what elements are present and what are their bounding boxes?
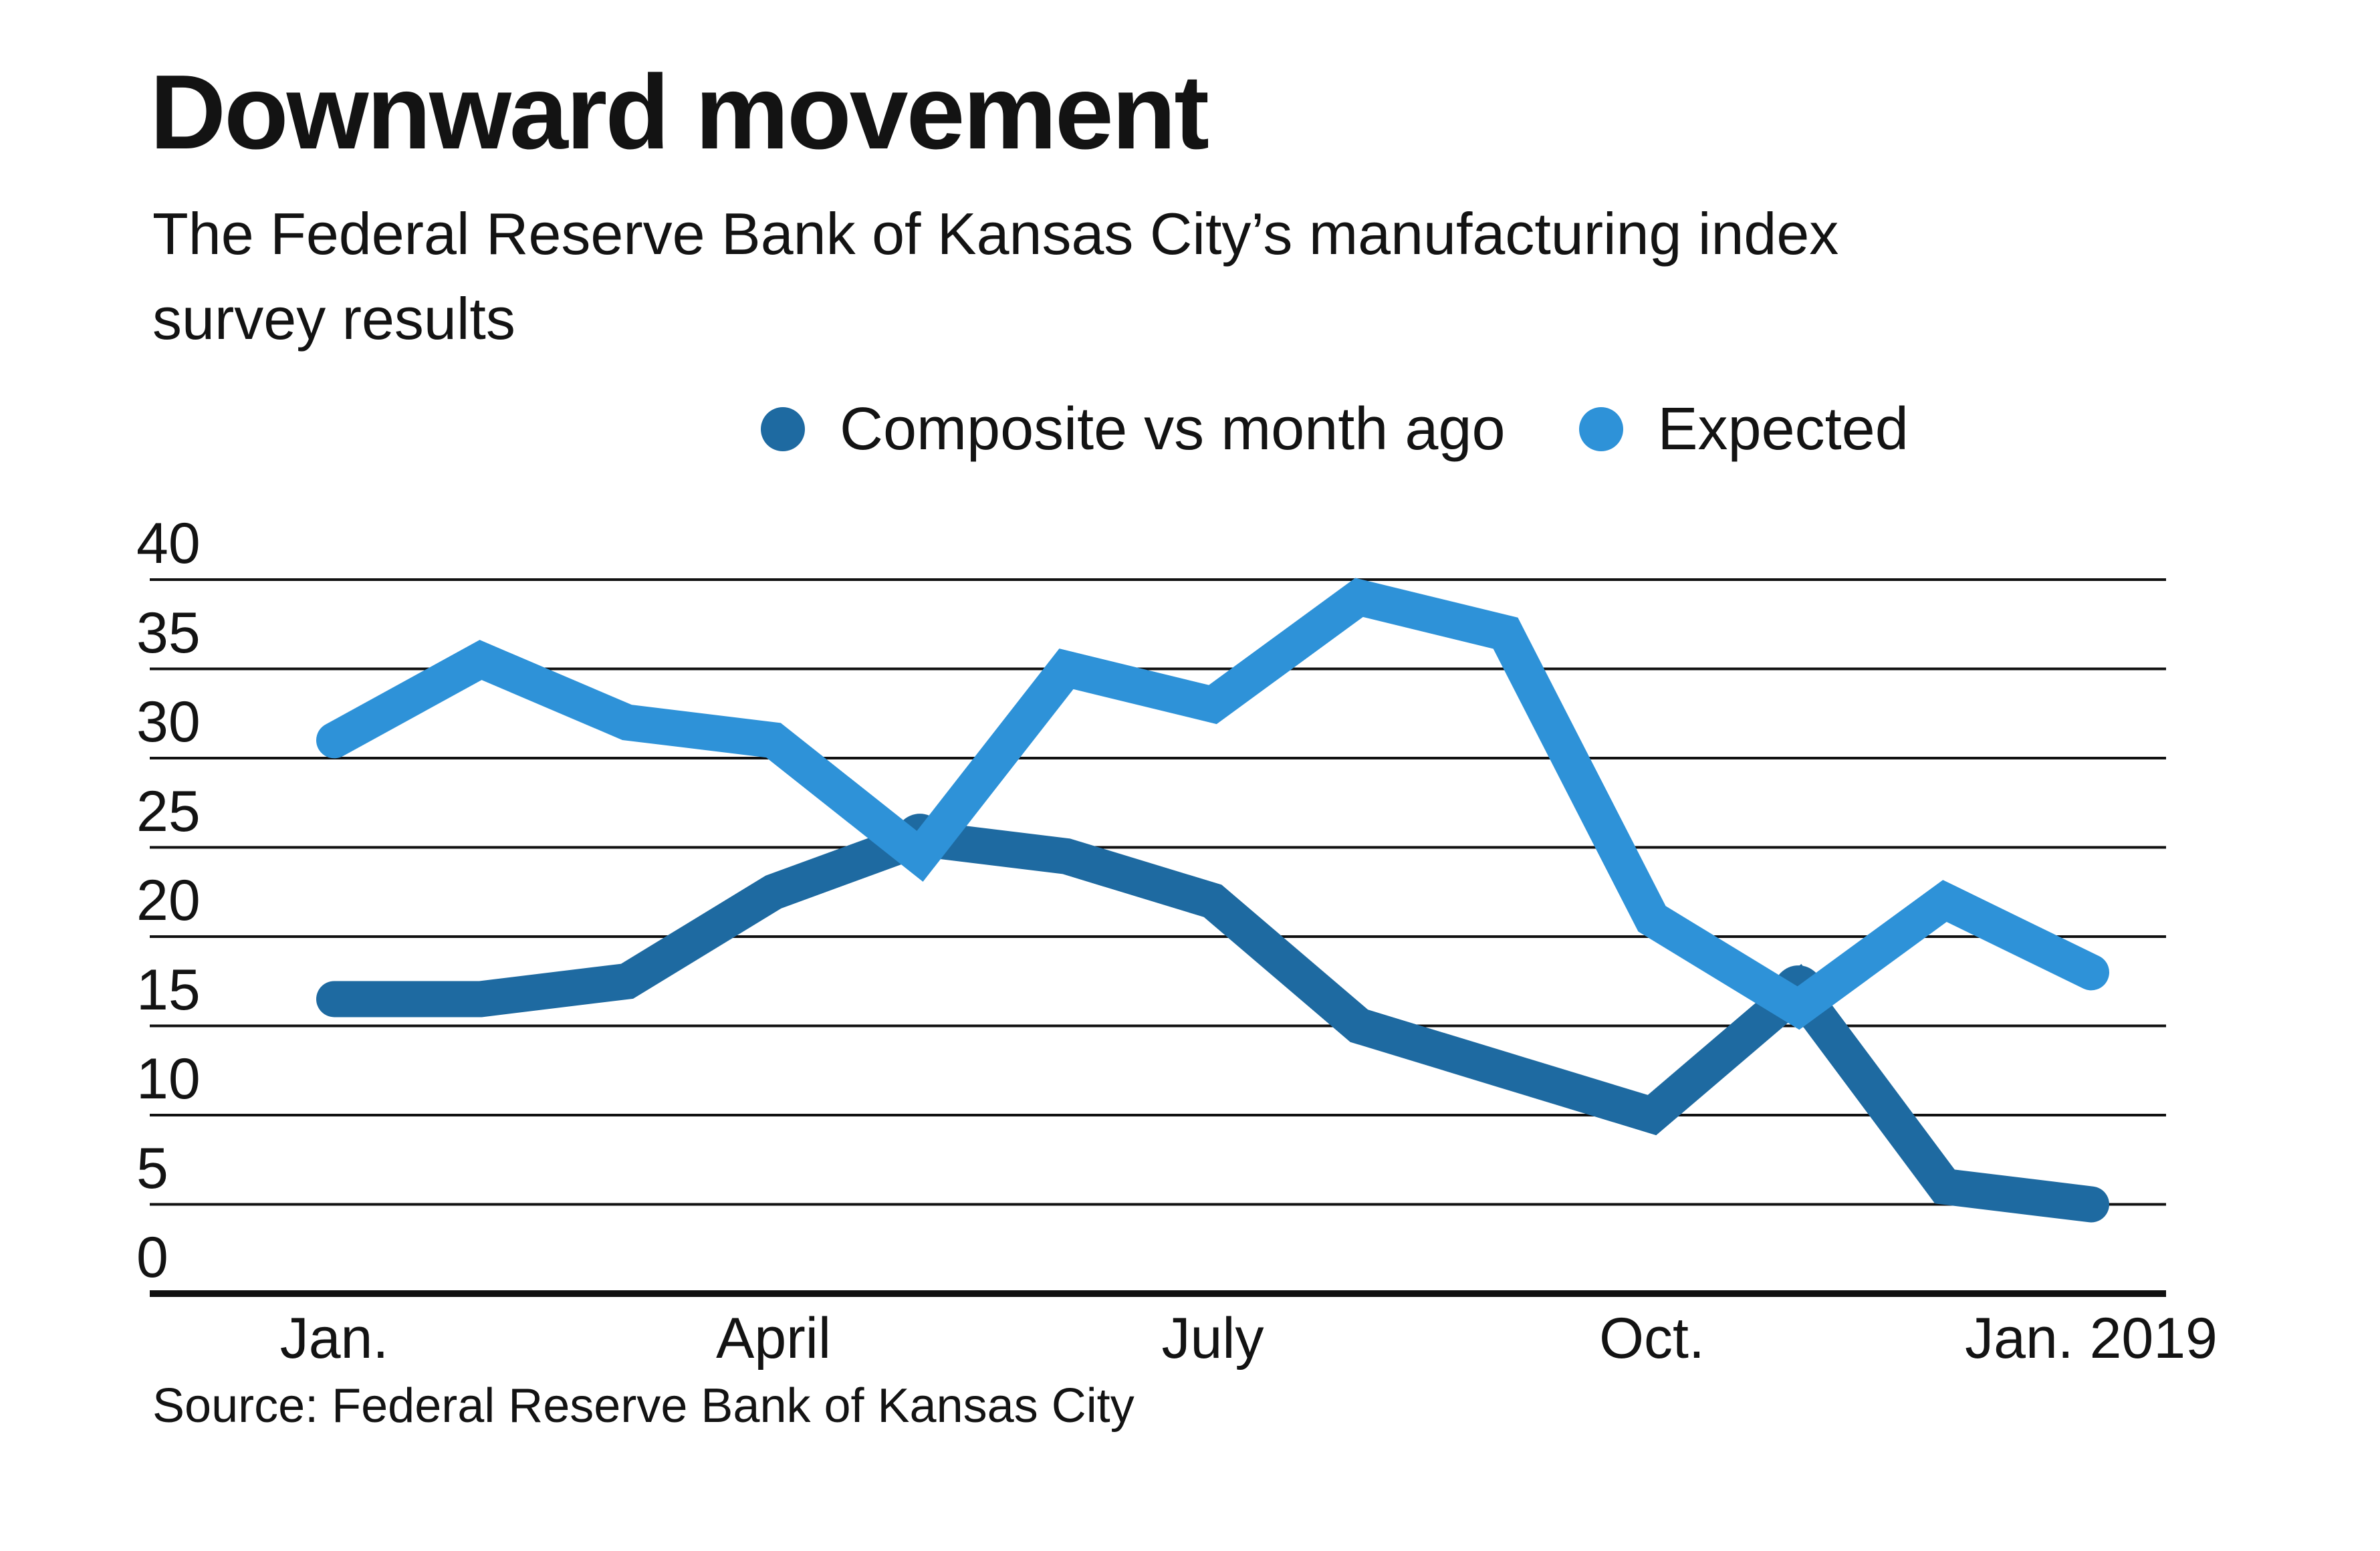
y-tick-label-25: 25 bbox=[136, 779, 201, 844]
legend-label-composite: Composite vs month ago bbox=[840, 395, 1506, 463]
y-tick-label-35: 35 bbox=[136, 600, 201, 665]
y-tick-label-15: 15 bbox=[136, 957, 201, 1022]
legend-label-expected: Expected bbox=[1657, 395, 1909, 463]
chart-subtitle: The Federal Reserve Bank of Kansas City’… bbox=[152, 201, 1839, 352]
legend-item-composite: Composite vs month ago bbox=[761, 395, 1506, 464]
y-tick-label-30: 30 bbox=[136, 690, 201, 754]
x-tick-label-july: July bbox=[1161, 1306, 1264, 1370]
legend: Composite vs month ago Expected bbox=[761, 396, 1909, 463]
y-tick-label-5: 5 bbox=[136, 1136, 168, 1201]
y-tick-label-40: 40 bbox=[136, 511, 201, 576]
y-tick-label-20: 20 bbox=[136, 868, 201, 933]
x-tick-label-april: April bbox=[715, 1306, 832, 1370]
x-tick-label-oct-: Oct. bbox=[1599, 1306, 1705, 1370]
chart-title: Downward movement bbox=[150, 53, 1209, 171]
legend-item-expected: Expected bbox=[1578, 395, 1909, 464]
composite-line bbox=[316, 820, 2109, 1223]
legend-dot-icon-composite bbox=[761, 407, 805, 451]
source-note: Source: Federal Reserve Bank of Kansas C… bbox=[152, 1379, 1135, 1433]
x-tick-label-jan-2019: Jan. 2019 bbox=[1965, 1306, 2218, 1370]
legend-dot-icon-expected bbox=[1578, 407, 1623, 451]
x-tick-label-jan-: Jan. bbox=[279, 1306, 389, 1370]
y-tick-label-0: 0 bbox=[136, 1225, 168, 1290]
y-tick-label-10: 10 bbox=[136, 1047, 201, 1111]
expected-line bbox=[316, 578, 2109, 1030]
